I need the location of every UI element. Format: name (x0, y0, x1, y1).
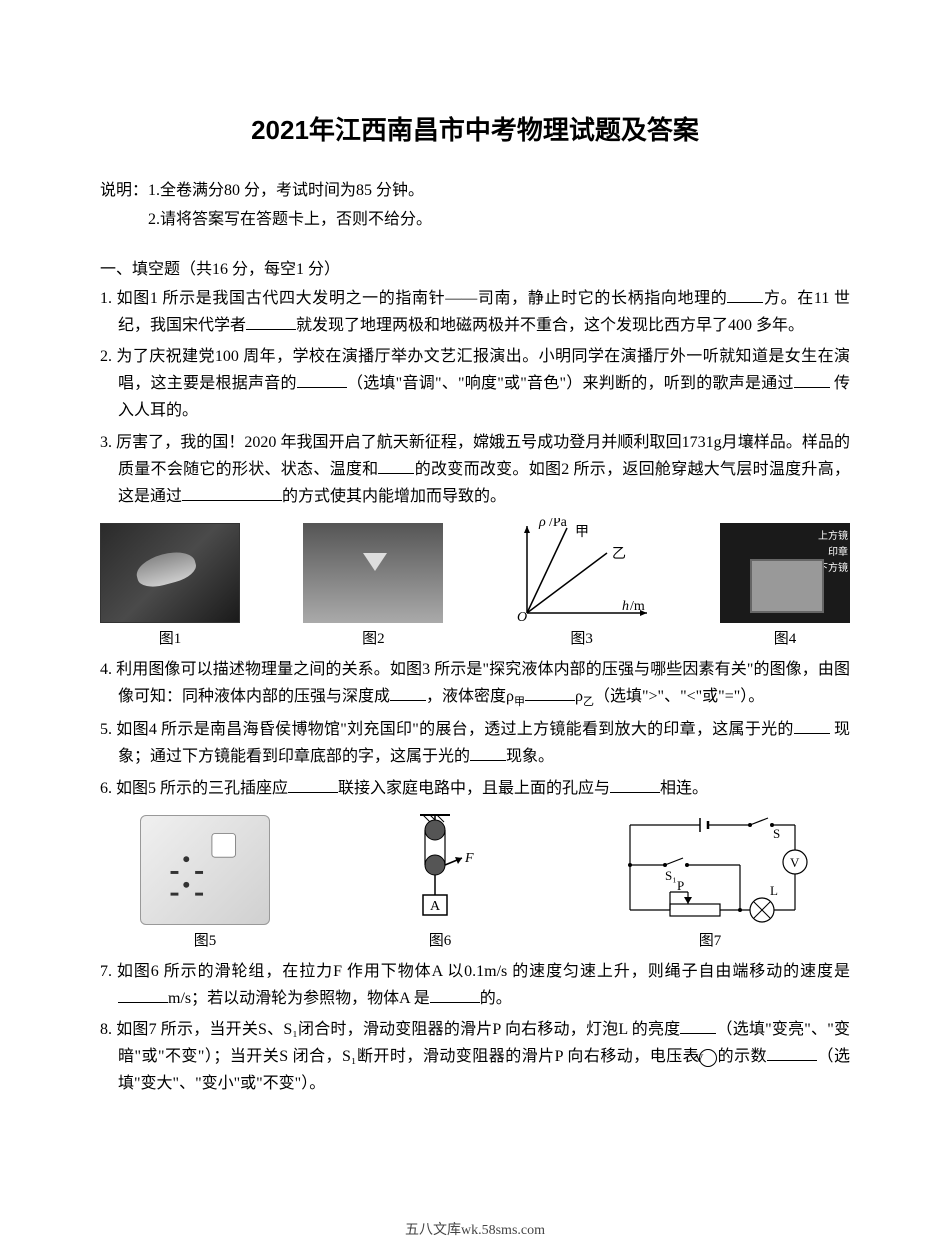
figure-4-caption: 图4 (774, 627, 797, 648)
blank (794, 718, 830, 734)
instruction-line-2: 2.请将答案写在答题卡上，否则不给分。 (100, 206, 850, 235)
blank (767, 1045, 817, 1061)
q1-text-c: 就发现了地理两极和地磁两极并不重合，这个发现比西方早了400 多年。 (296, 317, 804, 334)
figure-7-caption: 图7 (699, 929, 722, 950)
blank (610, 777, 660, 793)
q5-text-c: 现象。 (506, 748, 554, 765)
figure-5-image (140, 815, 270, 925)
figure-6-caption: 图6 (429, 929, 452, 950)
blank (182, 485, 282, 501)
figure-1-image (100, 523, 240, 623)
blank (470, 745, 506, 761)
svg-text:F: F (464, 851, 474, 866)
q2-text-b: （选填"音调"、"响度"或"音色"）来判断的，听到的歌声是通过 (347, 375, 794, 392)
figure-3: ρ /Pa h /m O 甲 乙 图3 (507, 518, 657, 648)
figure-5: 图5 (140, 815, 270, 950)
q4-text-d: （选填">"、"<"或"="）。 (594, 688, 764, 705)
svg-text:L: L (770, 883, 778, 898)
q6-text-a: 6. 如图5 所示的三孔插座应 (100, 780, 288, 797)
svg-text:S₁: S₁ (665, 868, 677, 883)
instruction-line-1: 说明：1.全卷满分80 分，考试时间为85 分钟。 (100, 177, 850, 206)
q4-text-c: ρ (575, 688, 583, 705)
figure-3-chart: ρ /Pa h /m O 甲 乙 (507, 518, 657, 623)
svg-text:O: O (517, 610, 527, 623)
svg-text:P: P (677, 878, 684, 893)
figure-6: F A 图6 (390, 810, 490, 950)
q7-text-c: 的。 (480, 990, 512, 1007)
figure-4: 上方镜 印章 下方镜 图4 (720, 523, 850, 648)
svg-text:A: A (430, 899, 441, 914)
q1-text-a: 1. 如图1 所示是我国古代四大发明之一的指南针——司南，静止时它的长柄指向地理… (100, 290, 727, 307)
q3-text-c: 的方式使其内能增加而导致的。 (282, 488, 506, 505)
figure-5-caption: 图5 (194, 929, 217, 950)
figure-1-caption: 图1 (159, 627, 182, 648)
figure-3-caption: 图3 (570, 627, 593, 648)
svg-text:/m: /m (630, 599, 645, 614)
voltmeter-symbol: V (699, 1049, 717, 1067)
q7-text-b: m/s；若以动滑轮为参照物，物体A 是 (168, 990, 430, 1007)
q5-text-a: 5. 如图4 所示是南昌海昏侯博物馆"刘充国印"的展台，透过上方镜能看到放大的印… (100, 721, 794, 738)
q8-text-c: 的示数 (717, 1048, 767, 1065)
figure-4-image: 上方镜 印章 下方镜 (720, 523, 850, 623)
q6-text-c: 相连。 (660, 780, 708, 797)
question-7: 7. 如图6 所示的滑轮组，在拉力F 作用下物体A 以0.1m/s 的速度匀速上… (100, 958, 850, 1012)
blank (288, 777, 338, 793)
blank (430, 987, 480, 1003)
figures-row-2: 图5 F A 图6 (100, 810, 850, 950)
page-footer: 五八文库wk.58sms.com (0, 1219, 950, 1239)
blank (680, 1018, 716, 1034)
question-4: 4. 利用图像可以描述物理量之间的关系。如图3 所示是"探究液体内部的压强与哪些… (100, 656, 850, 712)
figure-2-caption: 图2 (362, 627, 385, 648)
blank (246, 314, 296, 330)
svg-text:h: h (622, 599, 629, 614)
question-8: 8. 如图7 所示，当开关S、S₁闭合时，滑动变阻器的滑片P 向右移动，灯泡L … (100, 1016, 850, 1098)
blank (390, 685, 426, 701)
fig4-label-seal: 印章 (828, 543, 848, 558)
blank (727, 287, 763, 303)
svg-text:V: V (790, 855, 800, 870)
q4-sub2: 乙 (583, 696, 594, 708)
question-1: 1. 如图1 所示是我国古代四大发明之一的指南针——司南，静止时它的长柄指向地理… (100, 285, 850, 339)
svg-text:/Pa: /Pa (549, 518, 568, 530)
svg-text:S: S (773, 826, 780, 841)
q8-text-a: 8. 如图7 所示，当开关S、S₁闭合时，滑动变阻器的滑片P 向右移动，灯泡L … (100, 1021, 680, 1038)
blank (378, 458, 414, 474)
q4-text-b: ，液体密度ρ (426, 688, 514, 705)
figure-1: 图1 (100, 523, 240, 648)
section-1-header: 一、填空题（共16 分，每空1 分） (100, 255, 850, 279)
svg-text:乙: 乙 (612, 546, 626, 562)
fig4-label-bottom: 下方镜 (818, 559, 848, 574)
question-3: 3. 厉害了，我的国！2020 年我国开启了航天新征程，嫦娥五号成功登月并顺利取… (100, 429, 850, 511)
instructions: 说明：1.全卷满分80 分，考试时间为85 分钟。 2.请将答案写在答题卡上，否… (100, 177, 850, 235)
blank (118, 987, 168, 1003)
figure-7: S V P L (610, 810, 810, 950)
figure-7-circuit: S V P L (610, 810, 810, 925)
blank (525, 685, 575, 701)
question-2: 2. 为了庆祝建党100 周年，学校在演播厅举办文艺汇报演出。小明同学在演播厅外… (100, 343, 850, 425)
figure-2-image (303, 523, 443, 623)
q4-sub1: 甲 (514, 696, 525, 708)
figures-row-1: 图1 图2 ρ /Pa h /m O 甲 乙 图3 (100, 518, 850, 648)
question-6: 6. 如图5 所示的三孔插座应 联接入家庭电路中，且最上面的孔应与 相连。 (100, 775, 850, 802)
fig4-label-top: 上方镜 (818, 527, 848, 542)
page-title: 2021年江西南昌市中考物理试题及答案 (100, 110, 850, 147)
svg-text:甲: 甲 (575, 525, 589, 540)
svg-text:ρ: ρ (538, 518, 546, 530)
question-5: 5. 如图4 所示是南昌海昏侯博物馆"刘充国印"的展台，透过上方镜能看到放大的印… (100, 716, 850, 770)
q7-text-a: 7. 如图6 所示的滑轮组，在拉力F 作用下物体A 以0.1m/s 的速度匀速上… (100, 963, 850, 980)
blank (297, 372, 347, 388)
figure-2: 图2 (303, 523, 443, 648)
q6-text-b: 联接入家庭电路中，且最上面的孔应与 (338, 780, 610, 797)
blank (794, 372, 830, 388)
figure-6-diagram: F A (390, 810, 490, 925)
